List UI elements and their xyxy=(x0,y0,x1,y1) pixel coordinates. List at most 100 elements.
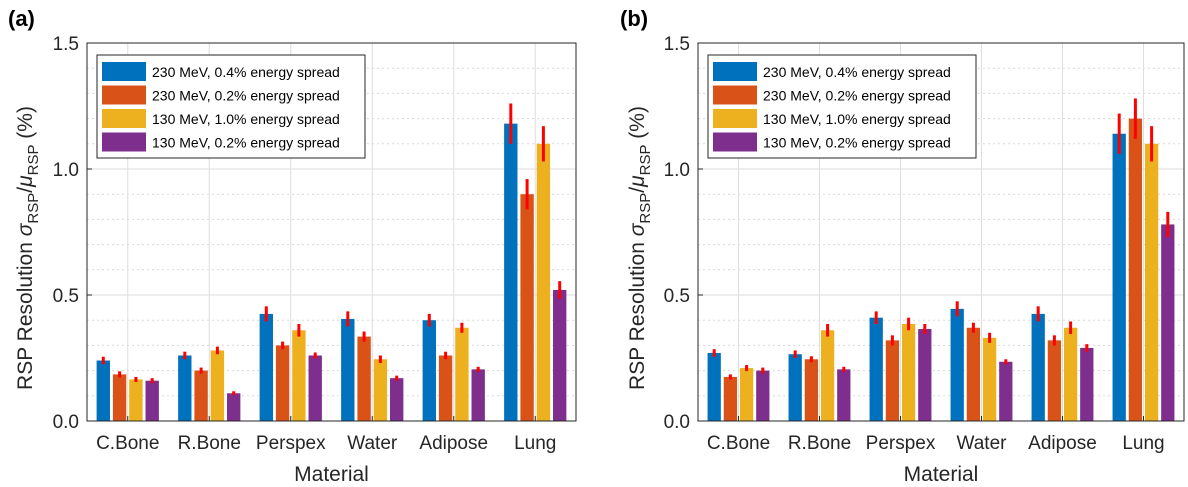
y-axis-label-part: RSP Resolution xyxy=(626,236,649,390)
x-tick-label: Perspex xyxy=(256,433,326,454)
legend-swatch xyxy=(102,85,146,105)
legend-entry: 230 MeV, 0.4% energy spread xyxy=(763,64,951,80)
x-tick-label: Lung xyxy=(1122,433,1164,454)
legend-entry: 230 MeV, 0.2% energy spread xyxy=(152,88,340,104)
y-axis-label-part: RSP xyxy=(637,145,654,176)
x-tick-label: Water xyxy=(347,433,398,454)
bar xyxy=(982,337,997,421)
x-tick-label: R.Bone xyxy=(788,433,851,454)
bar xyxy=(1031,313,1045,421)
bar xyxy=(869,317,883,421)
bar xyxy=(504,123,518,421)
y-tick-label: 1.0 xyxy=(53,160,79,181)
x-tick-label: Adipose xyxy=(1028,433,1097,454)
legend-entry: 230 MeV, 0.4% energy spread xyxy=(152,64,340,80)
bar xyxy=(901,323,916,421)
bar xyxy=(438,355,453,421)
bar xyxy=(918,329,932,421)
y-tick-label: 1.0 xyxy=(664,160,690,181)
bar xyxy=(357,336,371,421)
chart-panel-2: (b) 0.0 0.5 1.0 1.5 C.Bone R.Bone Perspex Water A… xyxy=(620,6,1185,486)
legend-swatch xyxy=(102,132,146,152)
y-axis-label-part: RSP Resolution xyxy=(14,236,37,390)
y-axis-label-part: / xyxy=(14,187,37,193)
x-axis-label: Material xyxy=(294,463,369,486)
bar xyxy=(788,354,802,421)
axes-box xyxy=(86,42,577,422)
bar xyxy=(707,352,721,421)
y-tick-label: 0.5 xyxy=(664,286,690,307)
x-tick-label: R.Bone xyxy=(178,433,241,454)
bar xyxy=(820,330,835,421)
legend-entry: 130 MeV, 1.0% energy spread xyxy=(763,111,951,127)
y-axis-label-part: RSP xyxy=(25,193,42,224)
legend-swatch xyxy=(713,62,757,81)
bar xyxy=(1128,118,1143,421)
bar xyxy=(1112,133,1126,421)
bar xyxy=(837,369,851,421)
bar xyxy=(1161,224,1175,421)
y-axis-label-part: σ xyxy=(14,222,37,236)
axes-box xyxy=(697,42,1185,422)
bar xyxy=(178,355,192,421)
panel-letter: (b) xyxy=(620,6,648,31)
y-axis-label: RSP Resolution σRSP/μRSP (%) xyxy=(626,106,654,390)
y-tick-label: 1.5 xyxy=(53,34,79,55)
bar xyxy=(210,350,225,421)
x-tick-label: Water xyxy=(957,433,1008,454)
bar xyxy=(1063,327,1078,421)
bar xyxy=(96,360,110,421)
legend-entry: 230 MeV, 0.2% energy spread xyxy=(763,88,951,104)
bar xyxy=(112,374,127,421)
y-axis-label-part: (%) xyxy=(14,106,37,145)
bar xyxy=(966,327,981,421)
x-tick-label: Lung xyxy=(514,433,556,454)
bar xyxy=(520,194,534,421)
y-axis-label-part: RSP xyxy=(637,193,654,224)
bar xyxy=(553,289,567,421)
bar xyxy=(341,318,355,421)
bar xyxy=(145,380,159,421)
bar xyxy=(885,340,900,421)
y-axis-label-part: σ xyxy=(626,222,649,236)
legend-swatch xyxy=(102,62,146,81)
y-axis-label-part: RSP xyxy=(25,145,42,176)
bar xyxy=(999,361,1013,421)
panel-letter: (a) xyxy=(8,6,35,31)
x-tick-label: Adipose xyxy=(419,433,488,454)
legend-swatch xyxy=(713,85,757,105)
bar xyxy=(536,143,551,422)
y-tick-label: 0.5 xyxy=(53,286,79,307)
legend-swatch xyxy=(713,132,757,152)
legend-swatch xyxy=(713,109,757,128)
chart-legend: 230 MeV, 0.4% energy spread 230 MeV, 0.2%… xyxy=(707,54,977,159)
x-tick-label: Perspex xyxy=(866,433,936,454)
bar xyxy=(950,308,964,421)
bar xyxy=(390,378,404,421)
bar xyxy=(308,355,322,421)
x-tick-label: C.Bone xyxy=(96,433,159,454)
y-axis-label-part: / xyxy=(626,187,649,193)
x-axis-label: Material xyxy=(904,463,979,486)
bar xyxy=(422,320,436,421)
bar xyxy=(723,376,738,421)
bar xyxy=(129,379,143,421)
y-tick-label: 0.0 xyxy=(53,412,79,433)
bar xyxy=(471,369,485,421)
bar xyxy=(259,313,273,421)
bar xyxy=(804,359,819,421)
legend-entry: 130 MeV, 0.2% energy spread xyxy=(152,135,340,151)
y-axis-label-part: (%) xyxy=(626,106,649,145)
chart-legend: 230 MeV, 0.4% energy spread 230 MeV, 0.2%… xyxy=(96,54,366,159)
legend-swatch xyxy=(102,109,146,128)
legend-entry: 130 MeV, 1.0% energy spread xyxy=(152,111,340,127)
bar xyxy=(739,368,754,421)
y-tick-label: 1.5 xyxy=(664,34,690,55)
bar xyxy=(194,370,208,421)
bar xyxy=(1080,347,1094,421)
bar xyxy=(227,393,241,421)
x-tick-label: C.Bone xyxy=(707,433,770,454)
bar xyxy=(275,345,290,421)
bar xyxy=(373,359,388,421)
legend-entry: 130 MeV, 0.2% energy spread xyxy=(763,135,951,151)
